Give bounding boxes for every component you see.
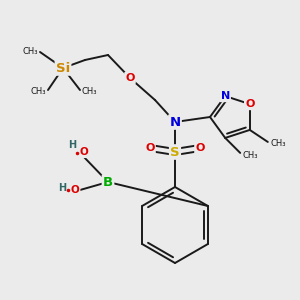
Text: H: H <box>58 183 66 193</box>
Text: O: O <box>245 99 254 109</box>
Text: CH₃: CH₃ <box>22 46 38 56</box>
Text: CH₃: CH₃ <box>82 86 98 95</box>
Text: S: S <box>170 146 180 158</box>
Text: CH₃: CH₃ <box>31 86 46 95</box>
Text: O: O <box>125 73 135 83</box>
Text: CH₃: CH₃ <box>242 152 258 160</box>
Text: O: O <box>80 147 88 157</box>
Text: N: N <box>169 116 181 128</box>
Text: H: H <box>68 140 76 150</box>
Text: Si: Si <box>56 61 70 74</box>
Text: N: N <box>220 91 230 101</box>
Text: O: O <box>195 143 205 153</box>
Text: O: O <box>70 185 80 195</box>
Text: B: B <box>103 176 113 188</box>
Text: CH₃: CH₃ <box>271 140 286 148</box>
Text: O: O <box>145 143 155 153</box>
